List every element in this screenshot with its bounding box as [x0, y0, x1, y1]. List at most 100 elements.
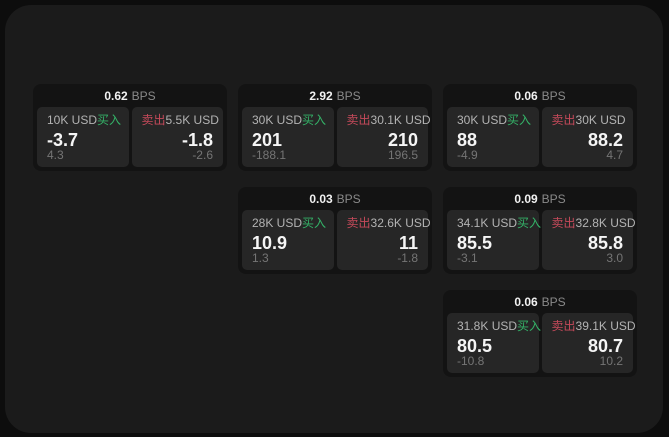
card-header: 2.92 BPS [238, 84, 432, 107]
sell-tile-header: 卖出 30.1K USD [346, 113, 431, 127]
sell-tile[interactable]: 卖出 5.5K USD -1.8 -2.6 [131, 107, 223, 168]
bps-unit-label: BPS [336, 88, 361, 103]
sell-amount: 32.6K USD [370, 216, 431, 230]
buy-delta: 1.3 [252, 251, 269, 266]
card-header: 0.09 BPS [443, 187, 637, 210]
sell-delta: 3.0 [606, 251, 623, 266]
sell-delta: 196.5 [387, 148, 418, 163]
bps-unit-label: BPS [541, 88, 566, 103]
quote-card: 2.92 BPS 30K USD 买入 201 -188.1 卖出 30.1K … [238, 84, 432, 171]
buy-side-label: 买入 [517, 216, 542, 230]
sell-amount: 30.1K USD [370, 113, 431, 127]
buy-amount: 34.1K USD [457, 216, 518, 230]
buy-price: 80.5 [457, 336, 493, 357]
bps-value: 2.92 [309, 88, 333, 103]
sell-price: 85.8 [587, 233, 623, 254]
sell-side-label: 卖出 [346, 216, 371, 230]
card-body: 10K USD 买入 -3.7 4.3 卖出 5.5K USD -1.8 -2.… [33, 107, 227, 171]
buy-tile-header: 30K USD 买入 [457, 113, 532, 127]
buy-side-label: 买入 [97, 113, 122, 127]
sell-delta: -1.8 [397, 251, 418, 266]
sell-delta: 10.2 [599, 354, 623, 369]
buy-tile-header: 10K USD 买入 [47, 113, 122, 127]
card-header: 0.06 BPS [443, 84, 637, 107]
cards-grid: 0.62 BPS 10K USD 买入 -3.7 4.3 卖出 5.5K USD… [33, 84, 637, 377]
bps-unit-label: BPS [336, 191, 361, 206]
bps-value: 0.06 [514, 88, 538, 103]
sell-tile[interactable]: 卖出 32.6K USD 11 -1.8 [336, 210, 431, 271]
sell-amount: 32.8K USD [575, 216, 636, 230]
card-header: 0.03 BPS [238, 187, 432, 210]
bps-value: 0.06 [514, 294, 538, 309]
bps-value: 0.62 [104, 88, 128, 103]
buy-amount: 30K USD [457, 113, 508, 127]
card-body: 30K USD 买入 88 -4.9 卖出 30K USD 88.2 4.7 [443, 107, 637, 171]
buy-delta: -4.9 [457, 148, 478, 163]
bps-unit-label: BPS [131, 88, 156, 103]
buy-price: 201 [252, 130, 283, 151]
sell-amount: 39.1K USD [575, 319, 636, 333]
bps-value: 0.03 [309, 191, 333, 206]
buy-tile[interactable]: 30K USD 买入 201 -188.1 [242, 107, 334, 168]
sell-tile[interactable]: 卖出 30.1K USD 210 196.5 [336, 107, 431, 168]
sell-side-label: 卖出 [551, 113, 576, 127]
sell-tile-header: 卖出 39.1K USD [551, 319, 636, 333]
sell-price: 11 [398, 233, 418, 254]
buy-tile[interactable]: 34.1K USD 买入 85.5 -3.1 [447, 210, 541, 271]
buy-side-label: 买入 [302, 113, 327, 127]
app-panel: 0.62 BPS 10K USD 买入 -3.7 4.3 卖出 5.5K USD… [5, 5, 663, 433]
buy-delta: -3.1 [457, 251, 478, 266]
buy-tile-header: 28K USD 买入 [252, 216, 327, 230]
quote-card: 0.09 BPS 34.1K USD 买入 85.5 -3.1 卖出 32.8K… [443, 187, 637, 274]
card-header: 0.06 BPS [443, 290, 637, 313]
card-body: 30K USD 买入 201 -188.1 卖出 30.1K USD 210 1… [238, 107, 432, 171]
sell-side-label: 卖出 [346, 113, 371, 127]
buy-amount: 28K USD [252, 216, 303, 230]
buy-tile-header: 30K USD 买入 [252, 113, 327, 127]
sell-side-label: 卖出 [551, 319, 576, 333]
sell-price: 88.2 [587, 130, 623, 151]
card-header: 0.62 BPS [33, 84, 227, 107]
sell-tile[interactable]: 卖出 30K USD 88.2 4.7 [541, 107, 633, 168]
buy-side-label: 买入 [302, 216, 327, 230]
buy-side-label: 买入 [507, 113, 532, 127]
buy-price: 88 [457, 130, 478, 151]
sell-tile-header: 卖出 32.6K USD [346, 216, 431, 230]
sell-tile-header: 卖出 30K USD [551, 113, 626, 127]
sell-tile-header: 卖出 32.8K USD [552, 216, 636, 230]
buy-delta: 4.3 [47, 148, 64, 163]
sell-delta: 4.7 [606, 148, 623, 163]
buy-amount: 31.8K USD [457, 319, 518, 333]
buy-side-label: 买入 [517, 319, 542, 333]
sell-amount: 30K USD [575, 113, 626, 127]
quote-card: 0.62 BPS 10K USD 买入 -3.7 4.3 卖出 5.5K USD… [33, 84, 227, 171]
buy-tile[interactable]: 28K USD 买入 10.9 1.3 [242, 210, 334, 271]
quote-card: 0.06 BPS 31.8K USD 买入 80.5 -10.8 卖出 39.1… [443, 290, 637, 377]
bps-unit-label: BPS [541, 191, 566, 206]
sell-price: 80.7 [587, 336, 623, 357]
sell-price: 210 [387, 130, 418, 151]
buy-price: -3.7 [47, 130, 79, 151]
buy-amount: 10K USD [47, 113, 98, 127]
buy-tile[interactable]: 10K USD 买入 -3.7 4.3 [37, 107, 129, 168]
bps-unit-label: BPS [541, 294, 566, 309]
sell-price: -1.8 [181, 130, 213, 151]
buy-price: 10.9 [252, 233, 288, 254]
card-body: 28K USD 买入 10.9 1.3 卖出 32.6K USD 11 -1.8 [238, 210, 432, 274]
card-body: 34.1K USD 买入 85.5 -3.1 卖出 32.8K USD 85.8… [443, 210, 637, 274]
buy-tile-header: 34.1K USD 买入 [457, 216, 541, 230]
sell-amount: 5.5K USD [165, 113, 219, 127]
buy-amount: 30K USD [252, 113, 303, 127]
card-body: 31.8K USD 买入 80.5 -10.8 卖出 39.1K USD 80.… [443, 313, 637, 377]
bps-value: 0.09 [514, 191, 538, 206]
sell-delta: -2.6 [192, 148, 213, 163]
buy-tile[interactable]: 30K USD 买入 88 -4.9 [447, 107, 539, 168]
sell-tile-header: 卖出 5.5K USD [141, 113, 219, 127]
buy-tile-header: 31.8K USD 买入 [457, 319, 541, 333]
quote-card: 0.06 BPS 30K USD 买入 88 -4.9 卖出 30K USD 8… [443, 84, 637, 171]
sell-tile[interactable]: 卖出 32.8K USD 85.8 3.0 [541, 210, 636, 271]
sell-tile[interactable]: 卖出 39.1K USD 80.7 10.2 [541, 313, 636, 374]
sell-side-label: 卖出 [141, 113, 166, 127]
buy-tile[interactable]: 31.8K USD 买入 80.5 -10.8 [447, 313, 541, 374]
buy-delta: -10.8 [457, 354, 485, 369]
